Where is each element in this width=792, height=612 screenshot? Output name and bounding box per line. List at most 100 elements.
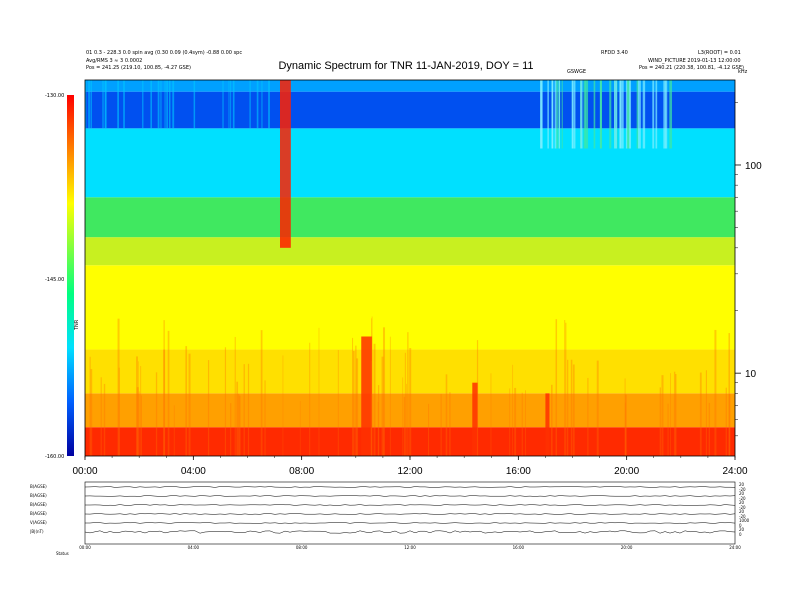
high-streak-5: [636, 80, 639, 149]
streak-18: [377, 401, 379, 456]
lower-time-label: 08:00: [296, 545, 308, 550]
early-streak-4: [123, 80, 125, 129]
streak-69: [337, 349, 339, 456]
early-streak-7: [160, 80, 162, 129]
x-tick-label: 00:00: [72, 466, 97, 477]
streak-20: [705, 370, 707, 456]
streak-5: [237, 393, 240, 456]
streak-58: [596, 360, 599, 456]
x-tick-label: 08:00: [289, 466, 314, 477]
streak-77: [567, 359, 569, 456]
streak-63: [373, 343, 376, 456]
streak-39: [624, 394, 627, 456]
header-left-line1: 01 0.3 - 228.3 0.0 spin avg (0.30 0.09 (…: [86, 50, 242, 56]
streak-12: [440, 393, 442, 456]
high-streak-30: [547, 80, 549, 149]
radio-bursts: [280, 80, 550, 456]
x-tick-label: 20:00: [614, 466, 639, 477]
streak-7: [117, 318, 120, 456]
x-tick-label: 12:00: [397, 466, 422, 477]
streak-31: [371, 316, 373, 456]
lower-row-top: 20: [739, 491, 745, 496]
spectrum-band-2: [85, 349, 735, 394]
streak-2: [136, 356, 138, 456]
streak-15: [659, 387, 661, 456]
streak-9: [207, 360, 210, 456]
streak-24: [260, 330, 263, 456]
streak-26: [570, 359, 573, 456]
streak-43: [173, 405, 175, 456]
header-left-line2: Avg/RMS 3 ≈ 3 0.0002: [86, 58, 142, 64]
high-streak-32: [551, 80, 554, 149]
high-streak-10: [655, 80, 658, 149]
streak-68: [708, 402, 711, 456]
streak-11: [725, 387, 727, 456]
high-streak-39: [573, 80, 576, 149]
lower-row-bottom: 0: [739, 532, 742, 537]
streak-82: [309, 342, 311, 456]
lower-time-label: 04:00: [188, 545, 200, 550]
high-streak-9: [652, 80, 655, 149]
colorbar-unit-label: TNR: [74, 319, 80, 331]
streak-71: [674, 374, 677, 456]
early-streak-23: [150, 80, 152, 129]
streak-22: [377, 385, 380, 456]
header-right-line2: WIND_PICTURE 2019-01-13 12:00:00: [648, 58, 741, 64]
streak-87: [555, 319, 558, 456]
lower-row-label: B(AGSE): [30, 484, 47, 489]
streak-86: [140, 395, 142, 456]
high-streak-3: [583, 80, 586, 149]
lower-time-label: 12:00: [404, 545, 416, 550]
streak-41: [402, 377, 404, 456]
burst-3: [545, 393, 550, 456]
streak-32: [381, 356, 384, 456]
streak-38: [138, 361, 139, 456]
lower-row-trace: [85, 522, 736, 524]
early-streak-0: [172, 80, 175, 129]
lower-row-bottom: 0: [739, 523, 742, 528]
lower-row-trace: [84, 486, 736, 488]
streak-49: [318, 327, 320, 456]
streak-55: [409, 348, 412, 456]
streak-45: [155, 372, 158, 456]
streak-53: [673, 371, 676, 456]
high-streak-26: [621, 80, 624, 149]
y-axis: 100 10: [735, 102, 762, 437]
header-right-corner: kHz: [738, 69, 748, 75]
high-streak-8: [638, 80, 641, 149]
colorbar-top-label: -130.00: [45, 93, 64, 99]
streak-78: [670, 373, 671, 456]
early-streak-21: [117, 80, 119, 129]
high-streak-12: [585, 80, 589, 149]
streak-64: [118, 367, 120, 456]
streak-40: [406, 383, 407, 456]
burst-1: [361, 336, 373, 456]
lower-row-trace: [84, 495, 736, 497]
high-streak-38: [600, 80, 602, 149]
streak-17: [509, 388, 511, 456]
streak-65: [728, 393, 731, 456]
streak-37: [624, 402, 626, 456]
lower-row-label: B(AGSE): [30, 502, 47, 507]
high-streak-33: [558, 80, 560, 149]
streak-23: [238, 395, 241, 456]
streak-19: [352, 351, 355, 456]
lower-row-trace: [84, 530, 736, 534]
streak-81: [103, 383, 106, 456]
early-streak-9: [222, 80, 224, 129]
early-streak-3: [232, 80, 235, 129]
streak-85: [699, 372, 702, 456]
streak-3: [352, 337, 354, 456]
high-streak-2: [665, 80, 668, 149]
early-streak-13: [166, 80, 168, 129]
early-streak-24: [102, 80, 104, 129]
streak-83: [404, 352, 406, 456]
spectrum-band-1: [85, 393, 735, 428]
burst-2: [472, 382, 478, 456]
streak-56: [382, 327, 386, 456]
early-streak-22: [193, 80, 196, 129]
x-tick-label: 24:00: [722, 466, 747, 477]
streak-54: [163, 349, 166, 456]
streak-29: [564, 320, 566, 456]
lower-row-label: B(AGSE): [30, 493, 47, 498]
